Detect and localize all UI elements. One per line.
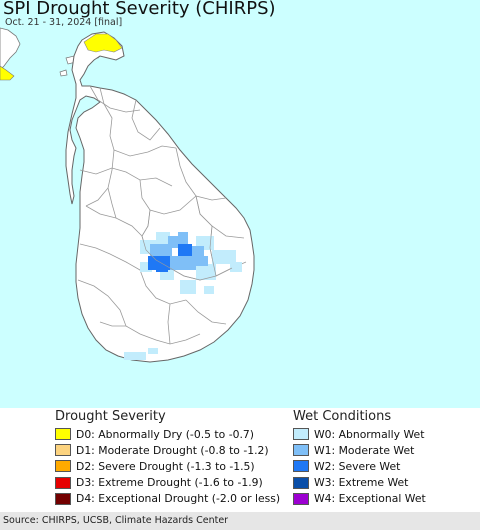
drought-swatch — [55, 492, 71, 505]
wet-legend-label: W2: Severe Wet — [314, 459, 401, 473]
drought-legend-heading: Drought Severity — [55, 409, 166, 424]
drought-swatch — [55, 428, 71, 441]
wet-legend-item: W1: Moderate Wet — [293, 442, 426, 458]
drought-legend-item: D1: Moderate Drought (-0.8 to -1.2) — [55, 442, 280, 458]
wet-legend-label: W4: Exceptional Wet — [314, 492, 426, 506]
drought-legend-label: D3: Extreme Drought (-1.6 to -1.9) — [76, 476, 263, 490]
india-landmass — [0, 27, 21, 71]
map-title: SPI Drought Severity (CHIRPS) — [3, 0, 276, 19]
drought-legend-item: D3: Extreme Drought (-1.6 to -1.9) — [55, 475, 280, 491]
drought-legend-label: D1: Moderate Drought (-0.8 to -1.2) — [76, 443, 269, 457]
legend: Drought Severity D0: Abnormally Dry (-0.… — [0, 408, 480, 512]
map-area: SPI Drought Severity (CHIRPS) Oct. 21 - … — [0, 0, 480, 408]
wet-legend-label: W3: Extreme Wet — [314, 476, 409, 490]
wet-swatch — [293, 460, 309, 473]
wet-swatch — [293, 444, 309, 457]
wet-legend-item: W4: Exceptional Wet — [293, 491, 426, 507]
d0-area-north — [83, 33, 123, 53]
drought-legend-item: D4: Exceptional Drought (-2.0 or less) — [55, 491, 280, 507]
wet-legend-label: W0: Abnormally Wet — [314, 427, 425, 441]
island — [59, 69, 68, 77]
drought-swatch — [55, 460, 71, 473]
wet-legend-item: W3: Extreme Wet — [293, 475, 426, 491]
drought-legend-label: D4: Exceptional Drought (-2.0 or less) — [76, 492, 281, 506]
wet-legend-item: W0: Abnormally Wet — [293, 426, 426, 442]
wet-legend-item: W2: Severe Wet — [293, 458, 426, 474]
sri-lanka-landmass — [65, 31, 255, 363]
drought-legend: Drought Severity D0: Abnormally Dry (-0.… — [55, 408, 280, 507]
drought-swatch — [55, 444, 71, 457]
drought-legend-label: D0: Abnormally Dry (-0.5 to -0.7) — [76, 427, 254, 441]
wet-legend-label: W1: Moderate Wet — [314, 443, 415, 457]
drought-legend-item: D2: Severe Drought (-1.3 to -1.5) — [55, 458, 280, 474]
drought-legend-label: D2: Severe Drought (-1.3 to -1.5) — [76, 459, 255, 473]
map-canvas — [0, 27, 255, 363]
india-d0-area — [0, 65, 15, 81]
drought-legend-item: D0: Abnormally Dry (-0.5 to -0.7) — [55, 426, 280, 442]
district-boundaries-overlay — [141, 195, 233, 281]
wet-legend: Wet Conditions W0: Abnormally Wet W1: Mod… — [293, 408, 426, 507]
wet-swatch — [293, 428, 309, 441]
drought-swatch — [55, 476, 71, 489]
wet-swatch — [293, 492, 309, 505]
wet-legend-heading: Wet Conditions — [293, 409, 392, 424]
source-footer: Source: CHIRPS, UCSB, Climate Hazards Ce… — [0, 512, 480, 530]
w2-areas — [148, 244, 192, 272]
map-subtitle: Oct. 21 - 31, 2024 [final] — [5, 17, 123, 28]
source-text: Source: CHIRPS, UCSB, Climate Hazards Ce… — [3, 515, 229, 526]
wet-swatch — [293, 476, 309, 489]
